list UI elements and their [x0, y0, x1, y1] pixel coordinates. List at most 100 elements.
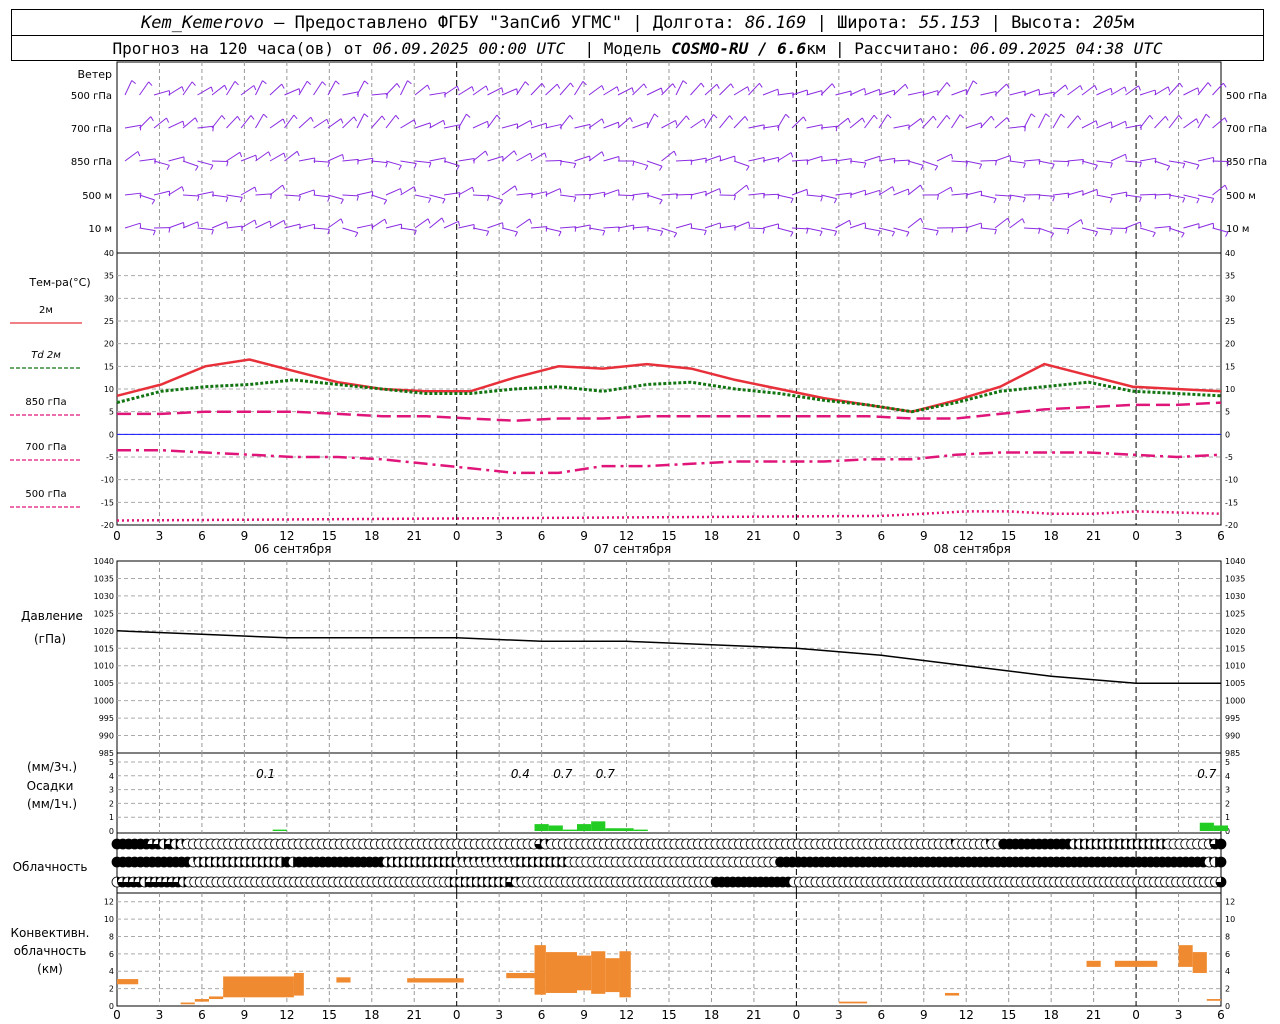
wind-barb: [1081, 160, 1098, 166]
wind-barb: [936, 82, 948, 96]
wind-barb-feather: [806, 189, 809, 195]
wind-barb: [182, 160, 199, 167]
wind-barb: [646, 160, 663, 167]
pres-ytick-right: 1030: [1225, 592, 1245, 601]
wind-barb: [197, 160, 214, 166]
header-text: 06.09.2025 04:38 UTC: [969, 38, 1163, 58]
wind-barb: [472, 120, 488, 129]
wind-barb: [965, 160, 982, 165]
wind-barb: [1009, 125, 1026, 129]
temp-ytick-right: 25: [1225, 317, 1235, 326]
wind-barb: [1197, 222, 1214, 229]
wind-barb: [617, 87, 633, 96]
wind-barb-feather: [1205, 113, 1211, 118]
wind-barb-feather: [471, 187, 475, 193]
pressure-ylabel: (гПа): [34, 632, 66, 646]
wind-barb-feather: [427, 218, 431, 224]
wind-barb: [211, 115, 223, 129]
conv-ytick-right: 10: [1225, 915, 1235, 924]
temp-x-tick-label: 15: [1001, 529, 1016, 543]
precip-label: 0.1: [256, 767, 275, 781]
wind-barb-feather: [1207, 82, 1212, 87]
wind-barb: [617, 117, 631, 129]
wind-barb-feather: [428, 198, 432, 204]
wind-barb-feather: [570, 82, 574, 88]
wind-barb: [342, 227, 358, 234]
wind-barb: [1212, 117, 1226, 129]
conv-ytick-right: 6: [1225, 950, 1230, 959]
wind-barb-feather: [1152, 232, 1156, 238]
wind-barb-feather: [647, 226, 649, 232]
wind-barb-feather: [936, 194, 939, 200]
wind-barb-feather: [298, 195, 301, 202]
temp-ytick-left: 40: [104, 249, 114, 258]
wind-barb-feather: [1169, 226, 1171, 232]
wind-barb: [907, 118, 922, 129]
wind-barb: [675, 223, 692, 229]
wind-barb-feather: [601, 151, 605, 157]
wind-barb: [298, 80, 308, 96]
wind-barb: [298, 157, 315, 162]
wind-barb: [951, 114, 961, 129]
convective-bar: [336, 977, 351, 983]
wind-barb-feather: [849, 220, 852, 226]
wind-barb-feather: [703, 118, 706, 124]
temp-series-2: [117, 401, 1222, 422]
wind-barb: [516, 192, 533, 196]
wind-barb-feather: [226, 161, 229, 167]
convective-bar: [577, 955, 592, 991]
wind-barb: [1052, 227, 1069, 230]
wind-barb: [226, 225, 243, 229]
wind-barb-feather: [864, 88, 867, 94]
wind-barb: [733, 160, 750, 167]
wind-barb-feather: [935, 230, 939, 236]
wind-barb-feather: [442, 198, 446, 204]
wind-barb: [661, 227, 677, 234]
wind-barb: [1183, 194, 1200, 200]
wind-barb-feather: [234, 81, 239, 86]
temp-legend-label: Td 2м: [31, 350, 61, 361]
wind-barb-feather: [384, 218, 388, 225]
wind-barb: [400, 186, 415, 196]
wind-barb: [1139, 193, 1157, 196]
wind-barb: [124, 222, 141, 229]
conv-ytick-left: 12: [104, 898, 114, 907]
wind-barb-feather: [1082, 159, 1084, 165]
wind-barb: [1038, 91, 1055, 96]
header-text: Прогноз на 120 часа(ов) от: [112, 38, 373, 58]
wind-barb: [588, 151, 603, 162]
wind-barb-feather: [326, 119, 330, 125]
wind-barb: [1110, 86, 1126, 96]
wind-barb: [574, 193, 591, 196]
wind-barb-feather: [1211, 198, 1215, 204]
wind-barb-feather: [1066, 229, 1070, 235]
wind-barb: [545, 188, 561, 196]
wind-barb: [980, 91, 997, 96]
wind-barb: [588, 227, 605, 232]
temp-x-tick-label: 15: [661, 529, 676, 543]
wind-barb: [153, 117, 167, 129]
convective-bar: [838, 1001, 868, 1004]
wind-level-label: 850 гПа: [71, 157, 112, 168]
wind-barb-feather: [1052, 196, 1055, 202]
wind-barb-feather: [834, 231, 838, 236]
wind-barb: [182, 81, 193, 96]
wind-barb-feather: [414, 230, 417, 236]
temp-series-3: [117, 448, 1222, 475]
wind-barb-feather: [487, 195, 490, 201]
convective-bar: [945, 992, 960, 996]
wind-barb-feather: [965, 161, 968, 167]
wind-barb-feather: [1182, 163, 1186, 169]
wind-barb: [951, 89, 967, 96]
wind-barb-feather: [1181, 232, 1185, 238]
wind-barb-feather: [1109, 197, 1113, 203]
wind-barb: [1038, 227, 1054, 234]
wind-barb-feather: [1038, 89, 1041, 95]
wind-barb-feather: [559, 188, 562, 194]
wind-barb-feather: [197, 195, 200, 201]
temp-ytick-right: 35: [1225, 272, 1235, 281]
wind-barb-feather: [1196, 118, 1199, 124]
wind-barb: [980, 227, 997, 231]
wind-barb-feather: [1094, 85, 1098, 91]
wind-barb-feather: [191, 81, 196, 86]
